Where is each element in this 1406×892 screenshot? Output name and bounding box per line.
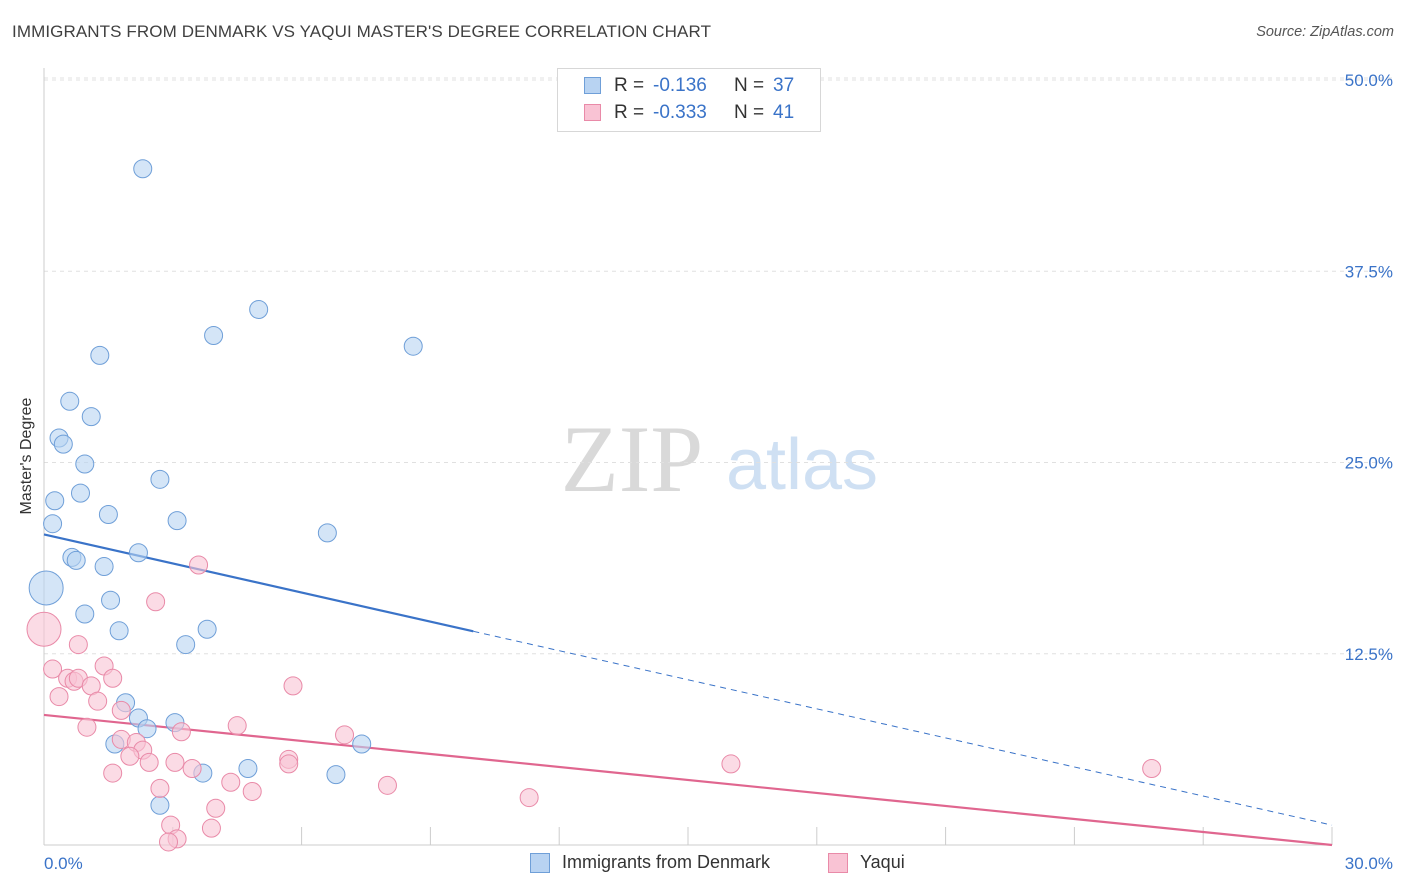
x-tick-label: 0.0% <box>44 854 83 873</box>
denmark-point <box>53 434 73 454</box>
denmark-point <box>109 621 129 641</box>
bottom-legend-label-yaqui: Yaqui <box>860 852 905 872</box>
denmark-trend-line-extension <box>473 630 1333 826</box>
x-tick-label: 30.0% <box>1345 854 1393 873</box>
denmark-point <box>317 523 337 543</box>
yaqui-point <box>519 788 539 808</box>
denmark-point <box>90 345 110 365</box>
legend-swatch-denmark <box>584 77 601 94</box>
denmark-point <box>197 619 217 639</box>
yaqui-point <box>377 775 397 795</box>
watermark-atlas: atlas <box>726 425 878 505</box>
r-label: R = <box>614 102 645 123</box>
denmark-point <box>45 491 65 511</box>
yaqui-point <box>159 832 179 852</box>
watermark: ZIP atlas <box>561 406 878 512</box>
source-label[interactable]: Source: ZipAtlas.com <box>1256 24 1394 40</box>
yaqui-point <box>88 691 108 711</box>
n-label: N = <box>734 102 765 123</box>
legend-swatch-yaqui <box>584 104 601 121</box>
y-tick-label: 37.5% <box>1345 262 1393 281</box>
yaqui-point <box>171 722 191 742</box>
yaqui-point <box>1142 759 1162 778</box>
yaqui-point <box>242 781 262 801</box>
data-points <box>26 159 1162 852</box>
r-label: R = <box>614 75 645 96</box>
denmark-point <box>238 759 258 778</box>
yaqui-point <box>49 687 69 707</box>
denmark-point <box>98 505 118 525</box>
yaqui-point <box>139 752 159 772</box>
yaqui-trend-line <box>43 713 1333 847</box>
n-value-yaqui: 41 <box>773 102 795 123</box>
yaqui-point <box>111 700 131 720</box>
denmark-point <box>352 734 372 754</box>
denmark-point <box>101 590 121 610</box>
denmark-point <box>167 511 187 531</box>
yaqui-point <box>221 772 241 792</box>
bottom-swatch-yaqui <box>828 853 848 873</box>
tick-labels: 12.5% 25.0% 37.5% 50.0% 0.0% 30.0% <box>44 71 1393 873</box>
grid <box>44 77 1392 655</box>
denmark-point <box>94 557 114 577</box>
denmark-point <box>60 391 80 411</box>
y-tick-label: 50.0% <box>1345 71 1393 90</box>
denmark-point <box>249 300 269 319</box>
yaqui-point <box>103 668 123 688</box>
denmark-point <box>133 159 153 179</box>
yaqui-point <box>279 754 299 774</box>
chart-title: IMMIGRANTS FROM DENMARK VS YAQUI MASTER'… <box>12 22 712 41</box>
yaqui-point <box>182 759 202 778</box>
n-label: N = <box>734 75 765 96</box>
r-value-denmark: -0.136 <box>653 75 707 96</box>
yaqui-point <box>68 635 88 655</box>
denmark-point <box>204 326 224 346</box>
yaqui-point <box>103 763 123 783</box>
yaqui-point <box>201 818 221 838</box>
yaqui-point <box>43 659 63 679</box>
denmark-point <box>176 635 196 655</box>
yaqui-point <box>283 676 303 696</box>
yaqui-point <box>189 555 209 575</box>
denmark-point <box>75 454 95 474</box>
n-value-denmark: 37 <box>773 75 795 96</box>
denmark-point <box>81 407 101 427</box>
denmark-point <box>403 336 423 356</box>
yaqui-point <box>26 611 62 647</box>
r-value-yaqui: -0.333 <box>653 102 707 123</box>
denmark-point <box>28 570 64 606</box>
yaqui-point <box>120 746 140 766</box>
denmark-point <box>43 514 63 534</box>
yaqui-point <box>721 754 741 774</box>
denmark-point <box>75 604 95 624</box>
denmark-point <box>128 543 148 563</box>
trend-lines <box>43 533 1333 847</box>
denmark-point <box>137 719 157 739</box>
yaqui-point <box>77 717 97 737</box>
watermark-zip: ZIP <box>561 406 704 512</box>
stats-legend: R = -0.136 N = 37 R = -0.333 N = 41 <box>557 68 821 132</box>
yaqui-point <box>150 778 170 798</box>
y-tick-label: 12.5% <box>1345 645 1393 664</box>
y-tick-label: 25.0% <box>1345 454 1393 473</box>
denmark-point <box>326 765 346 785</box>
yaqui-point <box>335 725 355 745</box>
denmark-point <box>150 469 170 489</box>
yaqui-point <box>165 752 185 772</box>
yaqui-point <box>206 798 226 818</box>
yaqui-point <box>146 592 166 612</box>
yaqui-point <box>227 716 247 736</box>
denmark-point <box>70 483 90 503</box>
denmark-trend-line <box>43 533 474 633</box>
bottom-swatch-denmark <box>530 853 550 873</box>
bottom-legend-label-denmark: Immigrants from Denmark <box>562 852 771 872</box>
denmark-point <box>150 795 170 815</box>
denmark-point <box>66 550 86 570</box>
